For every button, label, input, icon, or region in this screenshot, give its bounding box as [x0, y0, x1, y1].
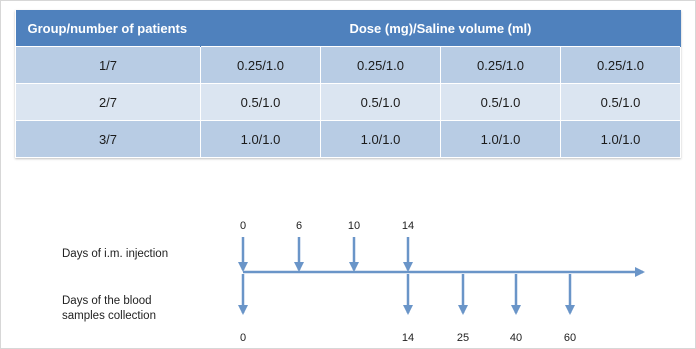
blood-day-label: 40 — [510, 332, 522, 344]
header-group: Group/number of patients — [15, 10, 201, 47]
group-cell: 1/7 — [15, 46, 201, 84]
table-header-row: Group/number of patients Dose (mg)/Salin… — [15, 10, 681, 47]
injection-day-label: 6 — [296, 220, 302, 232]
table-row: 3/7 1.0/1.0 1.0/1.0 1.0/1.0 1.0/1.0 — [15, 120, 681, 158]
dose-cell: 0.25/1.0 — [440, 46, 561, 84]
group-cell: 3/7 — [15, 120, 201, 158]
dose-cell: 1.0/1.0 — [320, 120, 441, 158]
injection-day-label: 14 — [402, 220, 414, 232]
blood-day-label: 0 — [240, 332, 246, 344]
blood-days-label-line2: samples collection — [62, 310, 156, 322]
blood-day-label: 60 — [564, 332, 576, 344]
header-dose: Dose (mg)/Saline volume (ml) — [200, 10, 681, 47]
injection-day-label: 0 — [240, 220, 246, 232]
dose-cell: 1.0/1.0 — [200, 120, 321, 158]
blood-day-label: 25 — [457, 332, 469, 344]
dose-cell: 0.5/1.0 — [440, 83, 561, 121]
table-row: 2/7 0.5/1.0 0.5/1.0 0.5/1.0 0.5/1.0 — [15, 83, 681, 121]
injection-days-label: Days of i.m. injection — [62, 248, 168, 260]
dose-cell: 1.0/1.0 — [560, 120, 681, 158]
blood-day-label: 14 — [402, 332, 414, 344]
dose-cell: 0.25/1.0 — [560, 46, 681, 84]
dose-cell: 0.5/1.0 — [200, 83, 321, 121]
blood-days-label-line1: Days of the blood — [62, 295, 152, 307]
dose-table: Group/number of patients Dose (mg)/Salin… — [15, 10, 681, 158]
group-cell: 2/7 — [15, 83, 201, 121]
table-row: 1/7 0.25/1.0 0.25/1.0 0.25/1.0 0.25/1.0 — [15, 46, 681, 84]
dose-cell: 0.5/1.0 — [560, 83, 681, 121]
injection-day-label: 10 — [348, 220, 360, 232]
